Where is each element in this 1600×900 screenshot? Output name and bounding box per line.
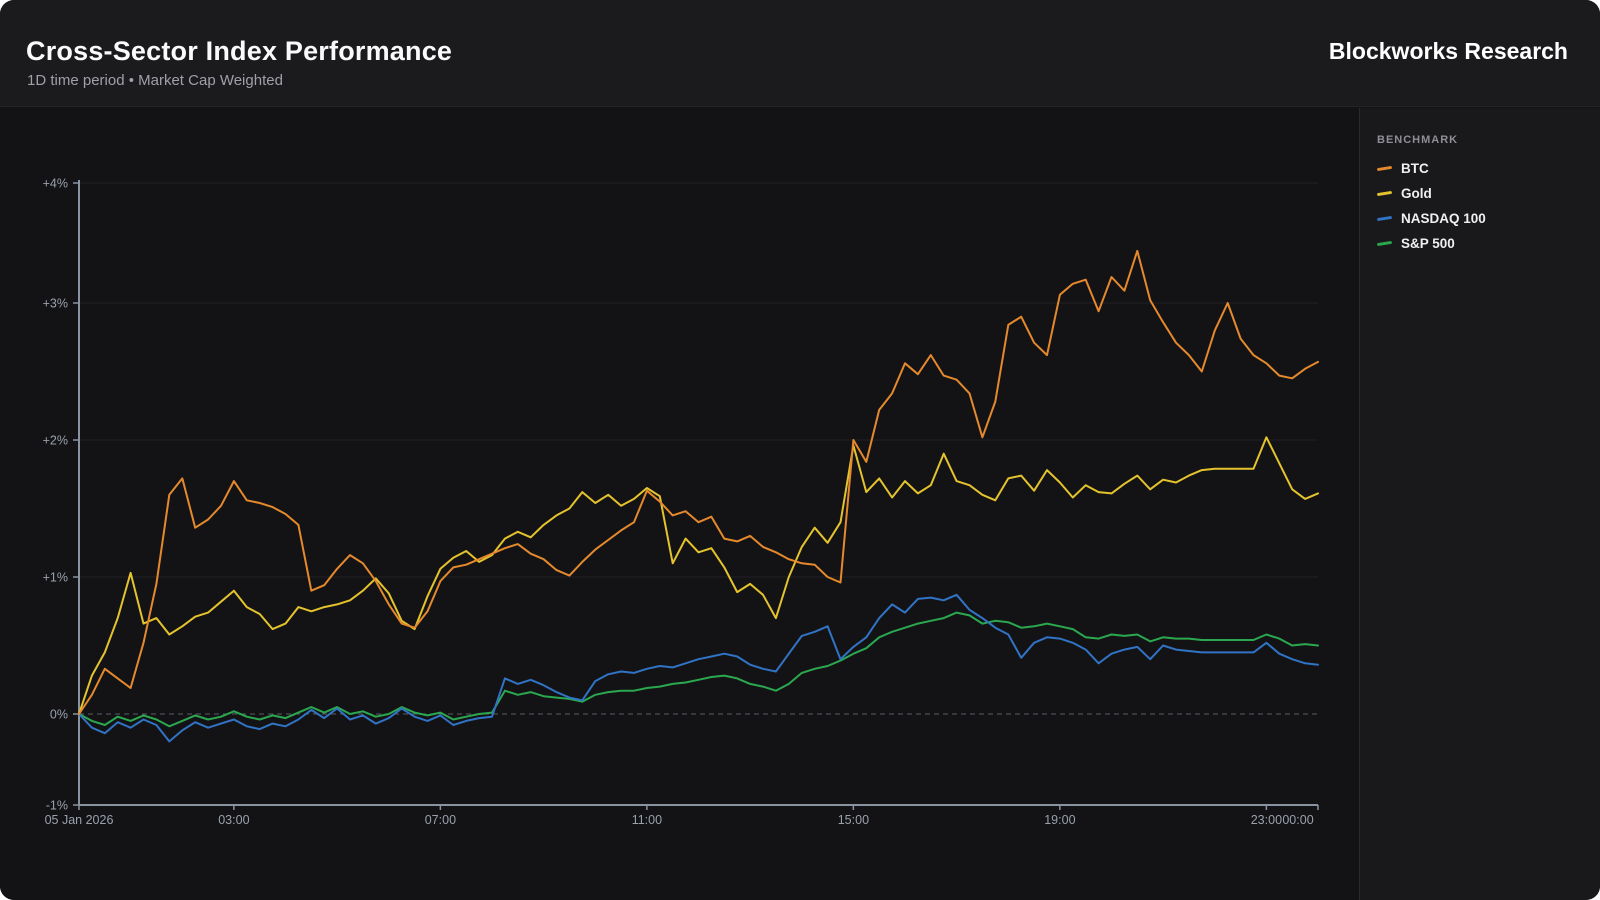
legend-item-label: BTC — [1401, 161, 1429, 176]
legend-swatch — [1376, 215, 1393, 222]
y-tick-label: +4% — [43, 177, 68, 191]
chart-body: +4% +3% +2% +1% 0% -1% 05 Jan 2026 03:00 07:00 11… — [0, 108, 1600, 900]
y-tick-label: 0% — [50, 708, 68, 722]
header: Cross-Sector Index Performance 1D time p… — [0, 0, 1600, 107]
legend-panel: BENCHMARK BTC Gold NASDAQ 100 S&P 500 — [1360, 108, 1600, 900]
series-line-btc — [78, 249, 1319, 715]
x-tick-label: 11:00 — [632, 813, 662, 827]
x-tick-label: 23:00 — [1251, 813, 1282, 827]
y-tick-label: +2% — [43, 434, 68, 448]
legend-swatch — [1376, 240, 1393, 247]
legend-list: BTC Gold NASDAQ 100 S&P 500 — [1376, 156, 1600, 256]
x-tick-label: 19:00 — [1044, 813, 1075, 827]
x-tick-label: 05 Jan 2026 — [45, 813, 114, 827]
legend-title: BENCHMARK — [1377, 134, 1459, 146]
x-tick-label: 03:00 — [218, 813, 249, 827]
performance-line-chart[interactable]: +4% +3% +2% +1% 0% -1%05 Jan 2026 03:00 07:00 11… — [0, 108, 1359, 900]
legend-item-label: Gold — [1401, 186, 1432, 201]
legend-item-label: S&P 500 — [1401, 236, 1455, 251]
legend-item-label: NASDAQ 100 — [1401, 211, 1486, 226]
page-title: Cross-Sector Index Performance — [26, 36, 453, 66]
x-tick-label: 07:00 — [425, 813, 456, 827]
series-line-gold — [78, 436, 1319, 715]
x-tick-label: 00:00 — [1282, 813, 1313, 827]
x-tick-label: 15:00 — [838, 813, 869, 827]
legend-item-s-p-500[interactable]: S&P 500 — [1376, 231, 1600, 256]
legend-swatch — [1376, 190, 1393, 197]
series-line-s-p-500 — [78, 611, 1319, 728]
chart-panel: +4% +3% +2% +1% 0% -1% 05 Jan 2026 03:00 07:00 11… — [0, 108, 1360, 900]
y-tick-label: +3% — [43, 297, 68, 311]
series-line-nasdaq-100 — [78, 593, 1319, 743]
legend-swatch — [1376, 165, 1393, 172]
legend-item-btc[interactable]: BTC — [1376, 156, 1600, 181]
page-subtitle: 1D time period • Market Cap Weighted — [27, 72, 283, 89]
y-tick-label: -1% — [46, 799, 68, 813]
legend-item-gold[interactable]: Gold — [1376, 181, 1600, 206]
brand-wordmark: Blockworks Research — [1328, 38, 1568, 64]
y-tick-label: +1% — [43, 571, 68, 585]
legend-item-nasdaq-100[interactable]: NASDAQ 100 — [1376, 206, 1600, 231]
